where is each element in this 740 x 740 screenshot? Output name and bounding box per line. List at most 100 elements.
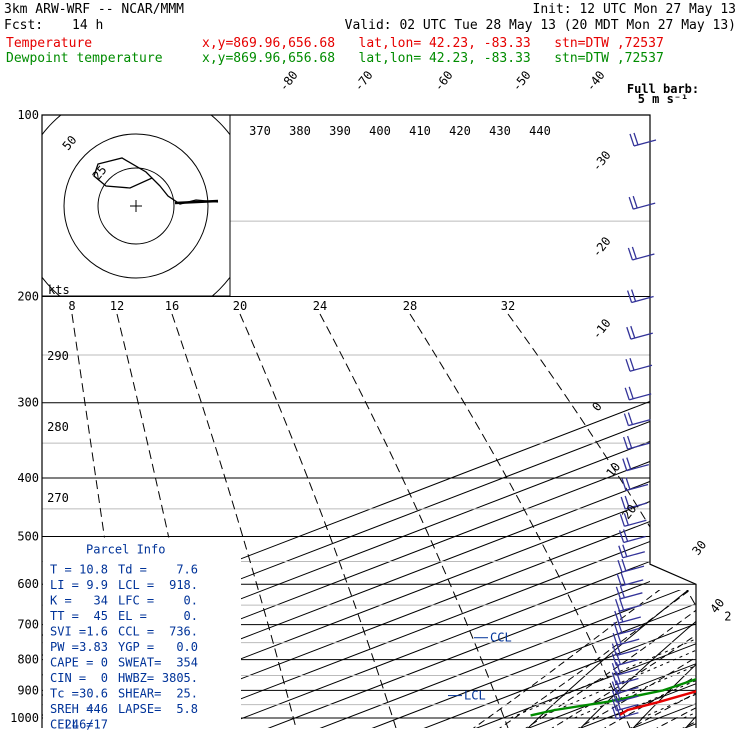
parcel-info-value: 918. — [169, 578, 198, 592]
parcel-info-label: YGP = — [118, 640, 154, 654]
theta-label: 430 — [489, 124, 511, 138]
wind-barb-feather — [628, 386, 634, 400]
wind-barb — [611, 642, 639, 657]
theta-label: 370 — [249, 124, 271, 138]
dry-adiabat-line — [682, 115, 696, 728]
isotherm-line — [417, 115, 696, 728]
wind-barb-feather — [624, 495, 630, 509]
pressure-tick-label: 700 — [17, 618, 39, 632]
parcel-info-label: SREH = — [50, 702, 93, 716]
dry-adiabat-line — [736, 87, 740, 730]
wind-barb — [618, 529, 646, 544]
wind-barb-feather — [615, 661, 622, 675]
parcel-info-value: 34 — [94, 593, 108, 607]
temperature-legend: Temperature — [6, 36, 93, 51]
theta-label: 390 — [329, 124, 351, 138]
hodograph-trace-bold — [174, 199, 219, 205]
isotherm-line — [625, 115, 696, 728]
model-title: 3km ARW-WRF -- NCAR/MMM — [4, 2, 185, 17]
speed-reference-line — [409, 313, 631, 728]
wind-barb — [611, 688, 639, 703]
wind-barb-feather — [618, 545, 624, 558]
wind-barb-feather — [615, 652, 622, 665]
wind-barb-feather — [633, 132, 639, 146]
dewpoint-location: x,y=869.96,656.68 lat,lon= 42.23, -83.33… — [202, 51, 664, 66]
wind-barb-feather — [621, 478, 627, 491]
wind-barb — [619, 513, 647, 527]
wind-barb — [618, 544, 645, 559]
isotherm-line — [261, 115, 696, 728]
isotherm-label: -50 — [509, 68, 533, 94]
wind-barb-feather — [627, 412, 634, 425]
hodograph-speed-label: 24 — [313, 299, 327, 313]
dry-adiabat-line — [630, 115, 696, 728]
forecast-label: Fcst: — [4, 18, 44, 33]
wind-barb — [621, 477, 649, 492]
wind-barb-feather — [616, 573, 622, 587]
parcel-info-value: 354 — [176, 655, 198, 669]
wind-barb-feather — [622, 544, 628, 557]
wind-barb — [611, 661, 639, 676]
isotherm-line — [313, 115, 696, 728]
wind-barb-feather — [620, 572, 626, 586]
wind-barb — [611, 652, 639, 667]
wind-barb-feather — [618, 609, 624, 623]
wind-barb-feather — [626, 435, 633, 449]
parcel-info-value: 3805. — [162, 671, 198, 685]
wind-barb-feather — [629, 358, 635, 371]
isotherm-line — [105, 115, 696, 728]
parcel-info-label: SVI = — [50, 624, 86, 638]
parcel-info-label: K = — [50, 593, 72, 607]
speed-reference-line — [71, 313, 133, 728]
pressure-tick-label: 100 — [17, 108, 39, 122]
parcel-info-label: CELL = — [50, 717, 93, 731]
wind-barb-feather — [626, 457, 632, 470]
theta-label: 420 — [449, 124, 471, 138]
hodograph-speed-label: 20 — [233, 299, 247, 313]
wind-barb-feather — [626, 290, 633, 303]
wind-barb-feather — [622, 458, 628, 471]
wind-barb-feather — [621, 558, 627, 572]
parcel-info-label: LCL = — [118, 578, 154, 592]
parcel-info-label: LFC = — [118, 593, 154, 607]
speed-reference-line — [319, 313, 509, 728]
parcel-info-value: 3.83 — [79, 640, 108, 654]
isotherm-line — [677, 115, 696, 728]
isotherm-label: -20 — [589, 234, 613, 260]
wind-barb-feather — [618, 597, 625, 611]
isotherm-label: 30 — [689, 538, 709, 558]
wind-barb-feather — [615, 586, 622, 600]
isotherm-label: -80 — [276, 68, 300, 94]
barb-legend-title: Full barb: — [627, 82, 699, 96]
speed-reference-line — [171, 313, 297, 728]
isotherm-label: -40 — [583, 68, 607, 94]
speed-reference-line — [239, 313, 397, 728]
dry-adiabat-label: 290 — [47, 349, 69, 363]
wind-barb-feather — [622, 436, 629, 450]
level-marker-label: CCL — [490, 631, 512, 645]
pressure-tick-label: 300 — [17, 396, 39, 410]
isotherm-label: 0 — [589, 400, 604, 414]
pressure-tick-label: 900 — [17, 683, 39, 697]
isotherm-label: 10 — [603, 460, 623, 480]
parcel-info-value: 7.6 — [176, 562, 198, 576]
wind-barb-feather — [611, 662, 618, 676]
moist-adiabat-line — [599, 115, 696, 728]
wind-barb-feather — [625, 359, 631, 372]
parcel-info-value: 736. — [169, 624, 198, 638]
parcel-info-label: HWBZ= — [118, 671, 154, 685]
wind-barb-feather — [629, 133, 635, 147]
parcel-info-value: 0. — [184, 593, 198, 607]
parcel-info-value: 0 — [101, 655, 108, 669]
parcel-info-label: PW = — [50, 640, 79, 654]
parcel-info-value: 0 — [101, 671, 108, 685]
wind-barb-feather — [622, 529, 629, 542]
wind-barb-feather — [630, 289, 637, 302]
parcel-info-label: SHEAR= — [118, 686, 161, 700]
theta-label: 410 — [409, 124, 431, 138]
wind-barb-feather — [623, 413, 630, 426]
wind-barb-feather — [624, 387, 630, 401]
wind-barb-feather — [615, 642, 622, 655]
parcel-info-value: 1.6 — [86, 624, 108, 638]
wind-barb-feather — [618, 530, 625, 543]
